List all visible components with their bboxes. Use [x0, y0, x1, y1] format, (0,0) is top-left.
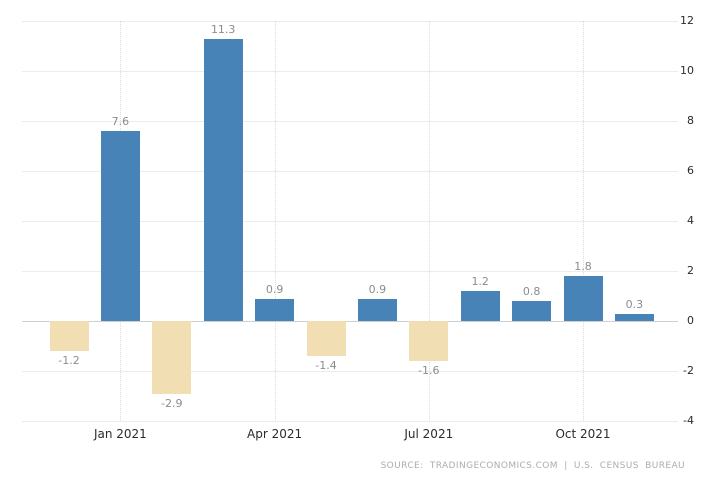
- y-axis-tick-label: 0: [687, 314, 694, 327]
- y-gridline: [22, 21, 678, 22]
- bar[interactable]: [512, 301, 552, 321]
- y-gridline: [22, 421, 678, 422]
- bar-value-label: 0.9: [368, 282, 387, 296]
- bar[interactable]: [614, 313, 654, 321]
- zero-gridline: [22, 321, 678, 322]
- bar-value-label: 11.3: [210, 22, 236, 36]
- x-axis-tick-label: Apr 2021: [247, 427, 303, 441]
- x-axis-tick-label: Oct 2021: [555, 427, 611, 441]
- bar-value-label: -1.2: [58, 354, 80, 367]
- bar[interactable]: [306, 321, 346, 356]
- bar[interactable]: [152, 321, 192, 394]
- y-gridline: [22, 171, 678, 172]
- y-gridline: [22, 221, 678, 222]
- y-axis-tick-label: -4: [683, 414, 694, 427]
- x-gridline: [583, 21, 584, 421]
- x-gridline: [274, 21, 276, 421]
- y-gridline: [22, 121, 678, 122]
- y-axis-tick-label: 4: [687, 214, 694, 227]
- bar-value-label: -2.9: [161, 396, 183, 410]
- y-gridline: [22, 371, 678, 372]
- bar-value-label: -1.4: [315, 359, 337, 372]
- bar-value-label: 0.8: [522, 285, 541, 298]
- bar[interactable]: [100, 131, 140, 321]
- y-axis-tick-label: -2: [683, 364, 694, 377]
- y-axis-tick-label: 6: [687, 164, 694, 177]
- x-axis-tick-label: Jul 2021: [404, 427, 454, 441]
- y-axis-tick-label: 10: [680, 64, 694, 77]
- source-attribution: SOURCE: TRADINGECONOMICS.COM | U.S. CENS…: [380, 461, 685, 471]
- y-gridline: [22, 71, 678, 72]
- bar-value-label: 7.6: [111, 115, 130, 128]
- bar[interactable]: [203, 38, 243, 321]
- bar-value-label: 1.8: [574, 260, 592, 273]
- bar[interactable]: [409, 321, 449, 361]
- bar-value-label: 1.2: [471, 275, 489, 288]
- y-axis-tick-label: 12: [680, 14, 694, 27]
- bar[interactable]: [357, 298, 397, 321]
- bar-value-label: 0.3: [625, 297, 644, 311]
- y-axis-tick-label: 2: [687, 264, 694, 277]
- bar[interactable]: [563, 276, 603, 321]
- bar-value-label: 0.9: [265, 282, 284, 296]
- bar-value-label: -1.6: [418, 364, 440, 377]
- y-axis-tick-label: 8: [687, 114, 694, 127]
- bar[interactable]: [460, 291, 500, 321]
- x-gridline: [428, 21, 430, 421]
- x-axis-tick-label: Jan 2021: [93, 427, 147, 441]
- bar[interactable]: [49, 321, 89, 351]
- y-gridline: [22, 271, 678, 272]
- bar[interactable]: [255, 298, 295, 321]
